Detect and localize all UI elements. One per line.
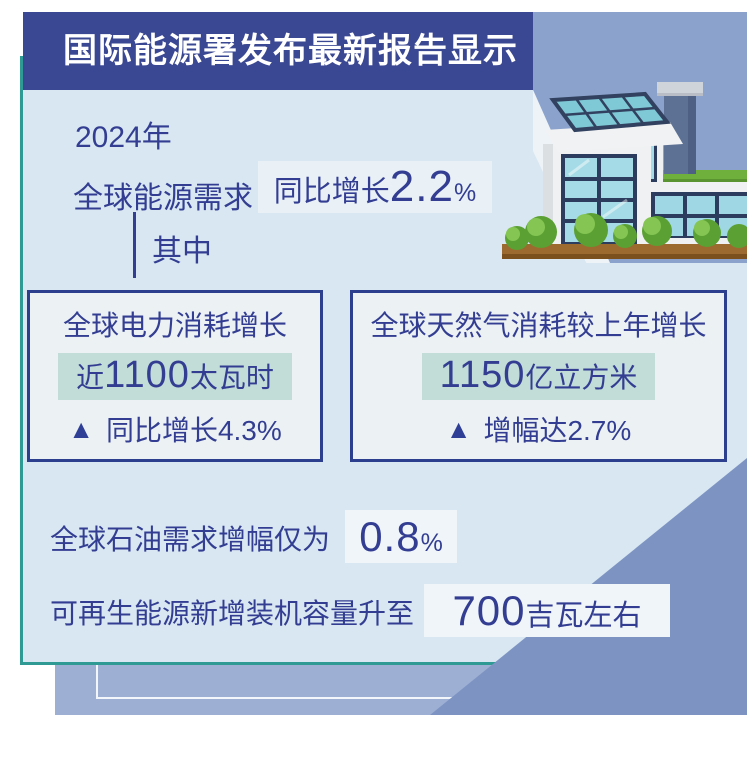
up-triangle-icon: ▲ [68, 413, 94, 444]
oil-unit: % [420, 528, 443, 557]
gas-stat-box: 全球天然气消耗较上年增长 1150亿立方米 ▲ 增幅达2.7% [350, 290, 727, 462]
title-banner: 国际能源署发布最新报告显示 [23, 12, 533, 90]
oil-demand-label: 全球石油需求增幅仅为 [50, 524, 331, 555]
renewables-label: 可再生能源新增装机容量升至 [50, 598, 415, 629]
branch-connector-line [133, 212, 136, 278]
oil-value: 0.8 [359, 512, 421, 560]
solar-panel [549, 91, 671, 133]
electricity-value: 1100 [104, 353, 190, 396]
gas-title: 全球天然气消耗较上年增长 [370, 309, 707, 341]
energy-demand-label: 全球能源需求 [73, 182, 253, 215]
demand-growth-prefix: 同比增长 [273, 176, 390, 208]
electricity-title: 全球电力消耗增长 [62, 309, 287, 341]
electricity-stat-box: 全球电力消耗增长 近1100太瓦时 ▲ 同比增长4.3% [27, 290, 323, 462]
renewables-value: 700 [452, 586, 526, 634]
oil-value-box: 0.8% [345, 510, 457, 563]
building-illustration [502, 82, 747, 259]
ground-strip [502, 244, 747, 259]
gas-growth-row: ▲ 增幅达2.7% [446, 409, 632, 449]
demand-growth-highlight: 同比增长2.2% [258, 161, 492, 213]
electricity-growth-text: 同比增长4.3% [105, 414, 282, 446]
electricity-value-highlight: 近1100太瓦时 [58, 352, 292, 400]
electricity-value-unit: 太瓦时 [189, 361, 274, 393]
up-triangle-icon: ▲ [445, 413, 472, 444]
renewables-unit: 吉瓦左右 [525, 599, 642, 632]
page-title: 国际能源署发布最新报告显示 [63, 32, 518, 70]
gas-value-highlight: 1150亿立方米 [421, 352, 656, 400]
demand-growth-unit: % [453, 179, 477, 207]
renewables-value-box: 700吉瓦左右 [424, 584, 670, 637]
demand-growth-value: 2.2 [389, 162, 454, 211]
year-label: 2024年 [75, 121, 172, 154]
electricity-growth-row: ▲ 同比增长4.3% [68, 409, 282, 449]
electricity-value-prefix: 近 [76, 361, 105, 393]
bushes [505, 213, 747, 250]
among-which-label: 其中 [152, 235, 212, 268]
gas-growth-text: 增幅达2.7% [483, 414, 632, 446]
gas-value-unit: 亿立方米 [525, 361, 638, 393]
gas-value: 1150 [439, 353, 526, 396]
